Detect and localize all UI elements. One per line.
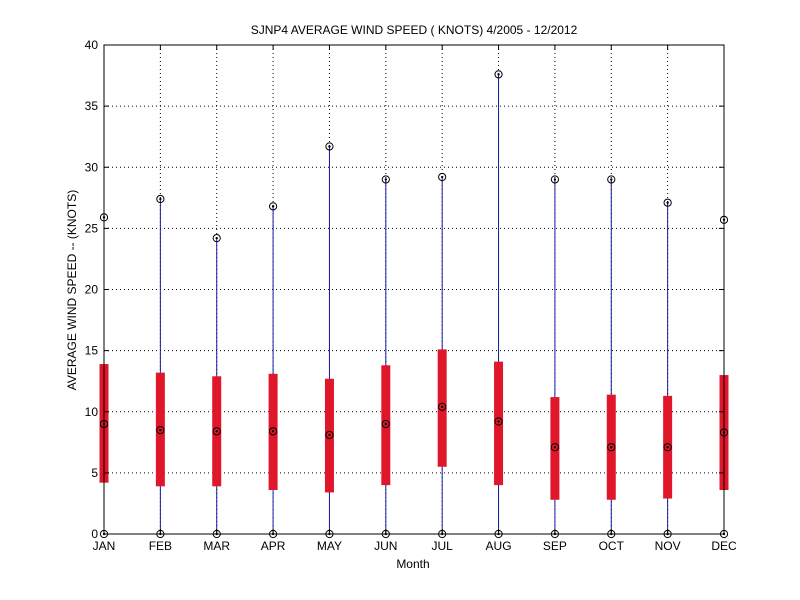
y-tick-label: 15 [85,344,99,358]
median-marker-jun [381,419,390,429]
max-marker-may [325,142,334,151]
box-jun [381,365,391,486]
y-axis-title: AVERAGE WIND SPEED -- (KNOTS) [65,190,79,390]
x-axis-title: Month [396,557,429,571]
max-marker-dot-nov [666,201,669,204]
grid [104,45,724,534]
max-marker-sep [550,175,560,184]
median-marker-dot-mar [215,430,218,433]
y-axis-ticks: 0 5 10 15 20 25 30 35 40 [85,38,724,541]
y-tick-label: 35 [85,99,99,113]
max-marker-dot-feb [159,197,162,201]
max-marker-jun [381,175,390,184]
whiskers [103,74,725,534]
median-marker-dot-oct [610,446,613,449]
y-tick-label: 0 [91,527,98,541]
median-marker-apr [268,427,278,436]
chart-title: SJNP4 AVERAGE WIND SPEED ( KNOTS) 4/2005… [251,23,578,37]
median-marker-dot-nov [666,446,669,449]
x-tick-label-feb: FEB [149,539,172,553]
y-tick-label: 30 [85,160,99,174]
box-jul [437,349,447,467]
max-marker-dot-apr [271,205,275,208]
max-marker-dot-sep [553,178,557,181]
max-marker-dot-oct [610,178,613,181]
median-marker-sep [550,443,560,452]
box-aug [494,361,504,486]
x-tick-label-aug: AUG [486,539,512,553]
max-marker-dot-aug [497,73,500,76]
max-marker-dot-may [328,145,331,148]
median-marker-dot-jul [440,405,444,409]
y-tick-label: 40 [85,38,99,52]
x-tick-label-jun: JUN [374,539,397,553]
max-marker-nov [663,198,672,207]
max-marker-apr [268,202,278,211]
max-marker-feb [156,194,165,204]
x-tick-label-dec: DEC [711,539,737,553]
max-marker-dot-jun [384,178,388,181]
y-tick-label: 20 [85,283,99,297]
y-tick-label: 25 [85,221,99,235]
median-marker-dot-sep [553,446,557,449]
median-marker-dot-jun [384,422,388,426]
max-marker-dot-mar [215,236,218,240]
max-marker-oct [607,175,616,184]
median-marker-dot-may [328,433,331,437]
median-marker-aug [494,417,503,426]
boxes [99,349,729,500]
median-marker-oct [607,443,616,452]
x-tick-label-may: MAY [317,539,342,553]
box-sep [550,397,560,500]
median-marker-dot-feb [159,428,162,432]
x-tick-label-nov: NOV [655,539,681,553]
y-tick-label: 10 [85,405,99,419]
median-marker-nov [663,443,672,452]
max-marker-aug [494,70,503,79]
max-marker-jul [438,172,447,182]
x-tick-label-apr: APR [261,539,286,553]
x-tick-label-oct: OCT [599,539,625,553]
x-tick-label-sep: SEP [543,539,567,553]
x-tick-label-mar: MAR [203,539,230,553]
max-marker-mar [212,234,221,243]
median-marker-mar [212,427,221,436]
median-marker-feb [156,425,165,435]
median-marker-dot-apr [271,430,275,433]
y-tick-label: 5 [91,466,98,480]
max-marker-dot-jul [440,175,444,179]
x-tick-label-jul: JUL [432,539,454,553]
markers [99,70,729,539]
median-marker-dot-aug [497,420,500,423]
median-marker-jul [438,402,447,411]
x-axis-ticks: JAN FEB MAR APR MAY JUN JUL AUG SEP OCT NOV DEC [93,45,737,553]
median-marker-may [325,430,334,440]
x-tick-label-jan: JAN [93,539,116,553]
